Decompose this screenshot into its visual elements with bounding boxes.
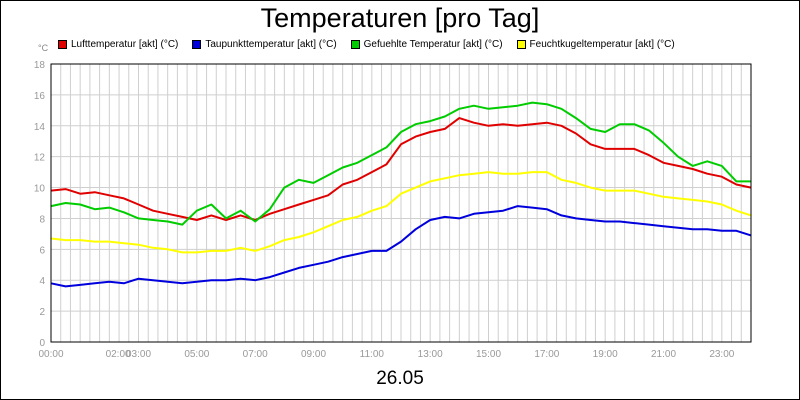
legend-item-gefuehlte-temperatur: Gefuehlte Temperatur [akt] (°C) bbox=[350, 39, 503, 50]
x-tick-label: 15:00 bbox=[476, 349, 501, 360]
x-tick-label: 17:00 bbox=[534, 349, 559, 360]
y-tick-label: 2 bbox=[39, 307, 45, 318]
legend-item-lufttemperatur: Lufttemperatur [akt] (°C) bbox=[58, 39, 178, 50]
legend-item-taupunkttemperatur: Taupunkttemperatur [akt] (°C) bbox=[192, 39, 337, 50]
x-tick-label: 02:00 bbox=[106, 349, 131, 360]
chart-legend: Lufttemperatur [akt] (°C) Taupunkttemper… bbox=[58, 39, 689, 50]
x-tick-label: 21:00 bbox=[651, 349, 676, 360]
series-line-3 bbox=[50, 171, 752, 254]
x-axis-label: 26.05 bbox=[376, 368, 424, 389]
legend-label-gefuehlte-temperatur: Gefuehlte Temperatur [akt] (°C) bbox=[363, 39, 503, 50]
x-tick-label: 23:00 bbox=[709, 349, 734, 360]
legend-swatch-taupunkttemperatur bbox=[192, 40, 202, 49]
series-line-0 bbox=[50, 117, 752, 221]
x-tick-label: 11:00 bbox=[360, 349, 385, 360]
x-tick-label: 03:00 bbox=[126, 349, 151, 360]
x-tick-label: 05:00 bbox=[184, 349, 209, 360]
x-tick-label: 00:00 bbox=[38, 349, 63, 360]
legend-label-taupunkttemperatur: Taupunkttemperatur [akt] (°C) bbox=[205, 39, 337, 50]
y-tick-label: 6 bbox=[39, 245, 45, 256]
legend-item-feuchtkugeltemperatur: Feuchtkugeltemperatur [akt] (°C) bbox=[516, 39, 675, 50]
series-line-1 bbox=[50, 205, 752, 288]
plot-border bbox=[50, 63, 752, 343]
y-tick-label: 10 bbox=[34, 184, 46, 195]
y-tick-label: 14 bbox=[34, 122, 46, 133]
y-axis-unit: °C bbox=[38, 43, 49, 53]
x-tick-label: 07:00 bbox=[243, 349, 268, 360]
x-tick-label: 13:00 bbox=[418, 349, 443, 360]
y-tick-label: 8 bbox=[39, 214, 45, 225]
y-tick-label: 18 bbox=[34, 60, 46, 71]
series-line-2 bbox=[50, 101, 751, 226]
grid-layer bbox=[50, 63, 752, 343]
chart-title: Temperaturen [pro Tag] bbox=[260, 3, 540, 33]
y-tick-label: 0 bbox=[39, 338, 45, 349]
legend-swatch-feuchtkugeltemperatur bbox=[516, 40, 526, 49]
y-tick-label: 16 bbox=[34, 91, 46, 102]
x-tick-label: 19:00 bbox=[593, 349, 618, 360]
y-tick-label: 4 bbox=[39, 276, 45, 287]
legend-swatch-gefuehlte-temperatur bbox=[350, 40, 360, 49]
x-tick-label: 09:00 bbox=[301, 349, 326, 360]
legend-label-lufttemperatur: Lufttemperatur [akt] (°C) bbox=[71, 39, 179, 50]
y-tick-label: 12 bbox=[34, 153, 46, 164]
series-layer bbox=[50, 101, 752, 288]
legend-swatch-lufttemperatur bbox=[58, 40, 67, 49]
legend-label-feuchtkugeltemperatur: Feuchtkugeltemperatur [akt] (°C) bbox=[529, 39, 675, 50]
